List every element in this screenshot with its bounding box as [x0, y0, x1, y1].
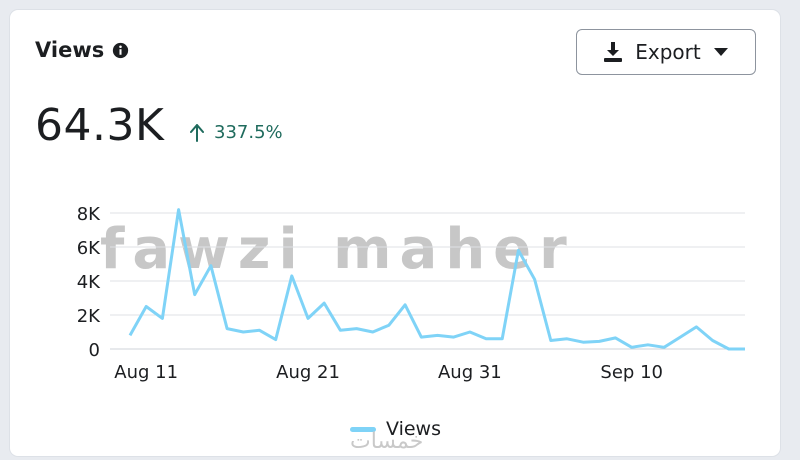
series-line-views[interactable]: [128, 208, 745, 351]
chart-legend[interactable]: Views: [350, 418, 441, 440]
export-button[interactable]: Export: [576, 29, 756, 75]
x-tick-label: Aug 21: [276, 362, 340, 383]
caret-down-icon: [713, 48, 728, 56]
card-header: Views: [35, 38, 129, 62]
y-tick-label: 6K: [77, 238, 101, 259]
watermark-sub: خمسات: [350, 429, 423, 454]
views-card: Views Export 64.3K 337.5% Views: [10, 10, 780, 456]
y-tick-label: 0: [89, 340, 100, 361]
change-percent: 337.5%: [214, 122, 283, 143]
download-icon: [604, 42, 623, 62]
y-tick-label: 4K: [77, 272, 101, 293]
change-indicator: 337.5%: [190, 122, 283, 143]
y-tick-label: 2K: [77, 306, 101, 327]
info-icon[interactable]: [112, 42, 129, 59]
metric-value: 64.3K: [35, 100, 165, 151]
arrow-up-icon: [190, 123, 204, 142]
x-tick-label: Aug 11: [114, 362, 178, 383]
legend-swatch: [350, 426, 376, 432]
card-title: Views: [35, 38, 105, 62]
watermark-text: fawzi maher: [100, 217, 575, 282]
x-tick-label: Sep 10: [600, 362, 663, 383]
x-tick-label: Aug 31: [438, 362, 502, 383]
legend-label: Views: [386, 418, 441, 440]
y-tick-label: 8K: [77, 204, 101, 225]
export-label: Export: [635, 40, 701, 64]
